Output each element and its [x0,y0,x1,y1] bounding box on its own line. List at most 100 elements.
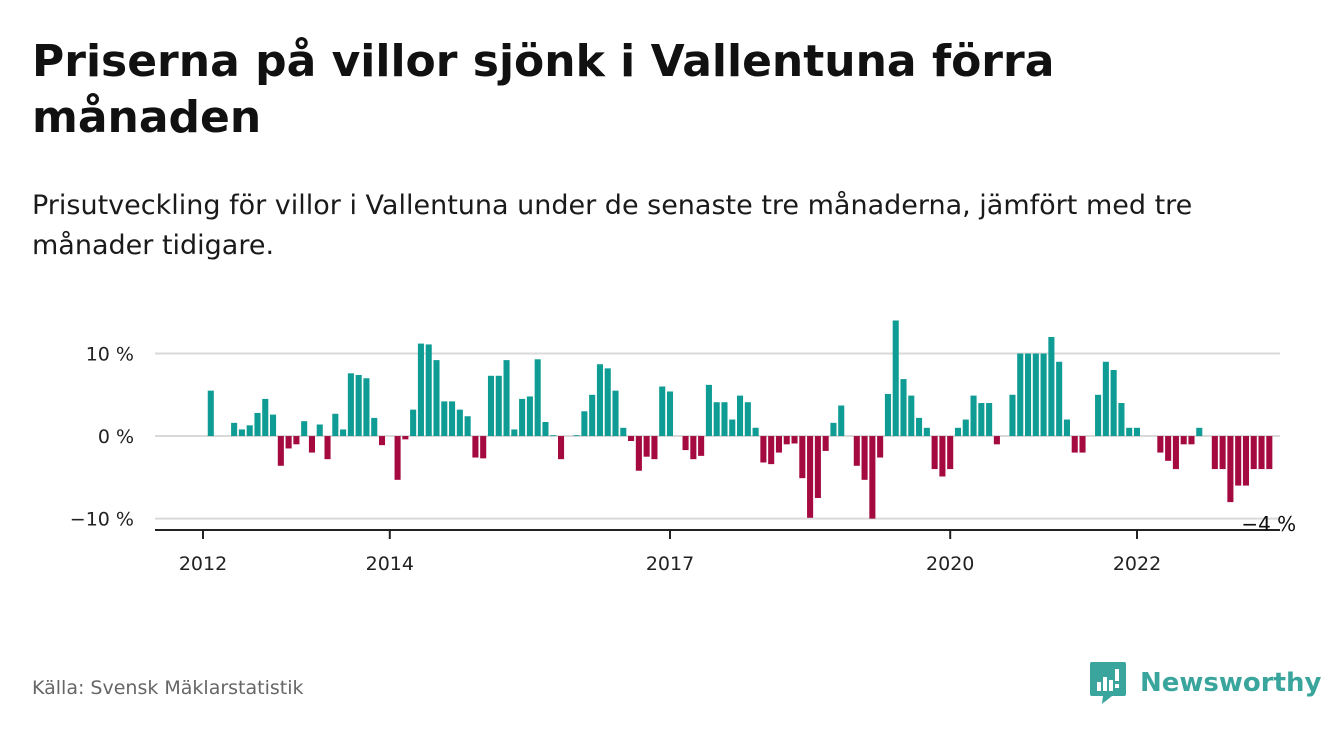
bar [1172,436,1179,470]
bar [1110,370,1117,437]
bar [737,395,744,437]
bar [1258,436,1265,470]
bar [1071,436,1078,453]
bar [324,436,331,460]
bar [1118,403,1125,437]
bar [1009,394,1016,437]
last-value-label: −4 % [1241,512,1296,536]
bar [1025,353,1032,437]
bar [877,436,884,458]
bar [1063,419,1070,437]
bar [1079,436,1086,453]
bar [238,429,245,437]
bar [534,359,541,437]
x-tick-label: 2020 [926,553,974,575]
bar [729,419,736,437]
bar [410,409,417,437]
source-note: Källa: Svensk Mäklarstatistik [32,677,304,699]
bar [970,395,977,437]
bar [316,424,323,437]
bar [916,417,923,437]
bar-chart: 10 % 0 % −10 % −4 % 2012 2014 2017 2020 2022 [70,320,1296,576]
bar [939,436,946,477]
bar [799,436,806,479]
bar [986,403,993,437]
bar [1165,436,1172,461]
bar [402,436,409,440]
bar [262,398,269,437]
bar [682,436,689,451]
bar [495,375,502,437]
bar [635,436,642,471]
bar [604,368,611,437]
bar [231,422,238,437]
bar [472,436,479,458]
bar [456,409,463,437]
bar [487,375,495,437]
bar [1017,353,1024,437]
y-tick-label: 10 % [86,344,134,366]
bar [947,436,954,470]
bar [783,436,790,445]
x-tick-label: 2014 [366,553,414,575]
bar [775,436,782,453]
bar [480,436,487,459]
bar [1095,394,1102,437]
chart-subtitle: Prisutveckling för villor i Vallentuna u… [32,190,1193,261]
bar [612,390,619,437]
bar [620,427,627,437]
bar [519,398,526,437]
bar [332,413,339,437]
bar [558,436,565,460]
bar [433,360,440,437]
bar [371,417,378,437]
bar [1196,427,1203,437]
bar [340,429,347,437]
bar [760,436,767,463]
bar [542,422,549,437]
y-tick-label: −10 % [70,509,134,531]
bar [589,394,596,437]
bar [1056,361,1063,437]
bar [923,427,930,437]
tick-labels: 10 % 0 % −10 % −4 % 2012 2014 2017 2020 2022 [70,344,1296,576]
bar [643,436,650,457]
newsworthy-chart-bubble-icon [1090,662,1126,704]
bar [744,402,751,437]
brand-logo[interactable]: Newsworthy [1088,660,1321,706]
bar [441,401,448,437]
bar [378,436,386,446]
bar [698,436,705,456]
bar [1048,336,1055,437]
bar [503,360,510,437]
bar [207,390,214,437]
bar [713,402,720,437]
bar [853,436,860,466]
bar [659,386,666,437]
bar [1211,436,1218,470]
bar [596,364,603,437]
bar [993,436,1000,445]
bar [1188,436,1195,445]
bar [417,343,424,437]
bar [511,429,518,437]
bar [1133,427,1141,437]
x-axis [155,529,1280,539]
bar [884,393,891,437]
bar [270,414,277,437]
bar [908,395,915,437]
bar [954,427,962,437]
bar [1266,436,1273,470]
x-tick-label: 2012 [179,553,227,575]
bar [355,374,362,437]
x-tick-label: 2022 [1113,553,1161,575]
bar [1040,353,1047,437]
bar [814,436,821,498]
bar [931,436,938,470]
bar [394,436,401,480]
x-tick-label: 2017 [646,553,694,575]
bar [721,402,728,437]
bar [705,384,712,437]
bar [581,411,588,437]
bar [978,403,985,437]
